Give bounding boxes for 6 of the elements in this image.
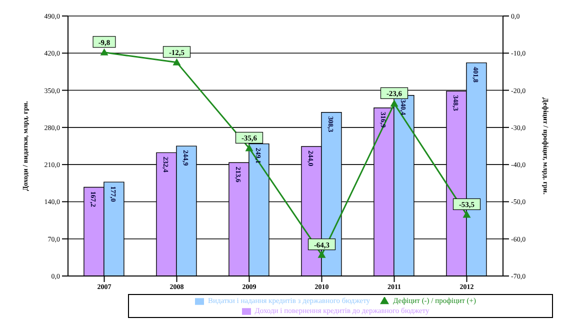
point (318, 250, 326, 258)
point (462, 210, 471, 218)
point (245, 144, 254, 152)
point (390, 100, 398, 107)
point (100, 48, 108, 56)
point (172, 58, 181, 66)
